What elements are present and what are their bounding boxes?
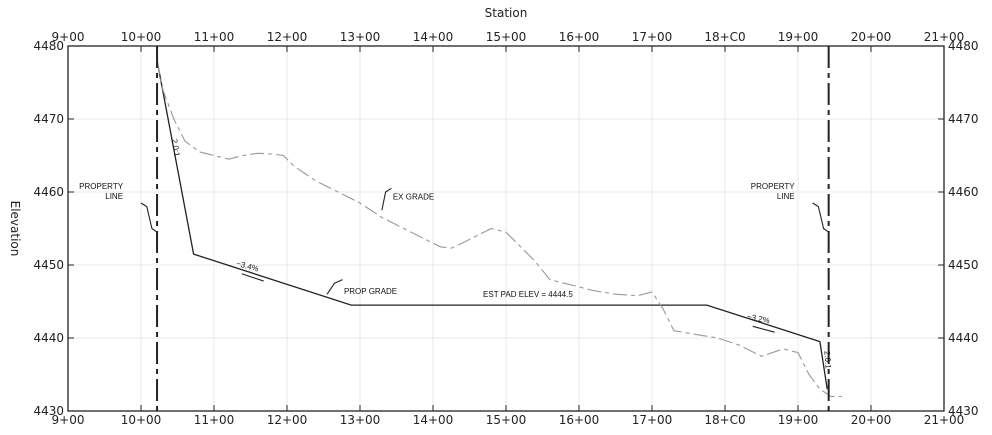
annotation-label: PROP GRADE <box>344 287 397 296</box>
annotation-label: EX GRADE <box>393 192 434 201</box>
x-tick-label-bottom: 20+00 <box>851 413 892 427</box>
y-tick-label-left: 4430 <box>33 404 64 418</box>
y-tick-label-left: 4470 <box>33 112 64 126</box>
x-tick-label-bottom: 19+00 <box>778 413 819 427</box>
y-tick-label-left: 4450 <box>33 258 64 272</box>
y-tick-label-right: 4460 <box>948 185 979 199</box>
y-tick-label-left: 4480 <box>33 39 64 53</box>
annotation-label-line2: LINE <box>105 192 123 201</box>
annotation-label: 2.0:1 <box>822 351 832 370</box>
leader-line <box>812 202 830 233</box>
annotation-label: 2.0:1 <box>170 138 182 158</box>
x-tick-label-top: 16+00 <box>559 30 600 44</box>
leader-line <box>326 279 343 295</box>
annotation-label: −3.2% <box>746 312 770 325</box>
y-tick-label-right: 4470 <box>948 112 979 126</box>
proposed-grade-line <box>156 60 828 390</box>
x-tick-label-bottom: 12+00 <box>267 413 308 427</box>
series <box>156 60 842 397</box>
x-tick-label-top: 10+00 <box>121 30 162 44</box>
annotation-label: PROPERTY <box>79 182 124 191</box>
x-tick-label-top: 12+00 <box>267 30 308 44</box>
y-tick-label-right: 4450 <box>948 258 979 272</box>
y-tick-label-left: 4440 <box>33 331 64 345</box>
annotation-label: EST PAD ELEV = 4444.5 <box>483 290 573 299</box>
x-tick-label-bottom: 15+00 <box>486 413 527 427</box>
slope-underline <box>241 273 264 282</box>
x-tick-label-bottom: 13+00 <box>340 413 381 427</box>
annotation-label: PROPERTY <box>751 182 796 191</box>
leader-line <box>381 187 392 211</box>
x-tick-label-bottom: 10+00 <box>121 413 162 427</box>
x-tick-label-top: 13+00 <box>340 30 381 44</box>
x-axis-title: Station <box>485 6 528 20</box>
y-tick-label-left: 4460 <box>33 185 64 199</box>
tick-labels: 9+00 9+00 10+00 10+00 11+00 11+00 12+00 12+00 13… <box>33 30 978 427</box>
x-tick-label-bottom: 18+C0 <box>704 413 745 427</box>
x-tick-label-bottom: 21+00 <box>924 413 965 427</box>
x-tick-label-bottom: 17+00 <box>632 413 673 427</box>
property-lines <box>156 46 830 411</box>
annotation-label-line2: LINE <box>777 192 795 201</box>
y-tick-label-right: 4480 <box>948 39 979 53</box>
x-tick-label-top: 14+00 <box>413 30 454 44</box>
x-tick-label-bottom: 16+00 <box>559 413 600 427</box>
x-tick-label-bottom: 11+00 <box>194 413 235 427</box>
y-tick-label-right: 4440 <box>948 331 979 345</box>
x-tick-label-bottom: 14+00 <box>413 413 454 427</box>
slope-underline <box>752 325 775 333</box>
y-axis-title: Elevation <box>8 201 22 257</box>
x-tick-label-top: 19+00 <box>778 30 819 44</box>
leaders <box>140 187 830 333</box>
y-tick-label-right: 4430 <box>948 404 979 418</box>
x-tick-label-top: 9+00 <box>52 30 85 44</box>
x-tick-label-top: 17+00 <box>632 30 673 44</box>
x-tick-label-top: 21+00 <box>924 30 965 44</box>
x-tick-label-top: 18+C0 <box>704 30 745 44</box>
x-tick-label-bottom: 9+00 <box>52 413 85 427</box>
grid <box>67 45 945 412</box>
x-tick-label-top: 11+00 <box>194 30 235 44</box>
x-tick-label-top: 15+00 <box>486 30 527 44</box>
x-tick-label-top: 20+00 <box>851 30 892 44</box>
leader-line <box>140 202 158 233</box>
existing-grade-line <box>156 60 842 397</box>
